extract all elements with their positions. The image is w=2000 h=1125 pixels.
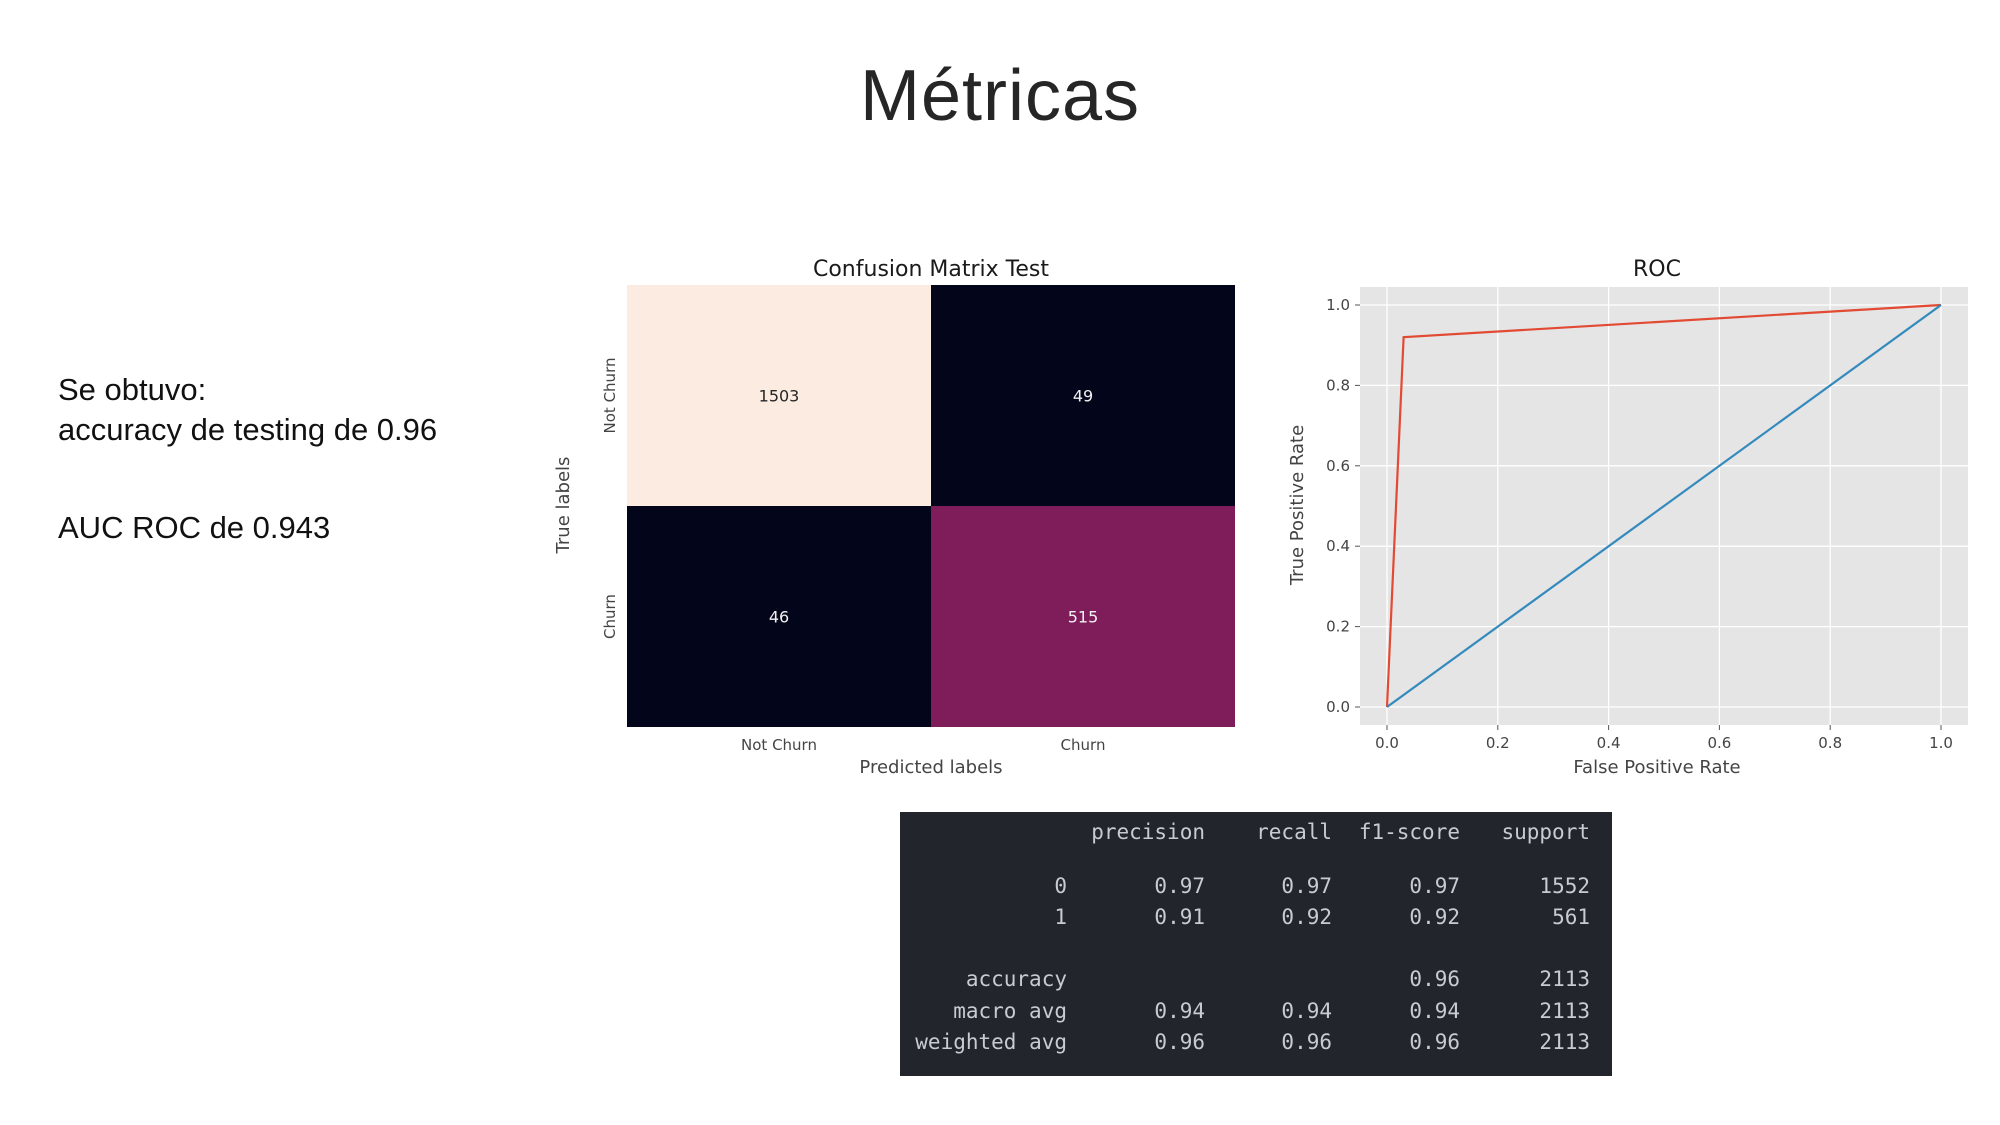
roc-ytick-label: 0.4 xyxy=(1326,537,1350,555)
report-f1-value: 0.96 xyxy=(1409,967,1460,991)
report-recall-value: 0.97 xyxy=(1281,874,1332,898)
report-f1-value: 0.92 xyxy=(1409,905,1460,929)
report-support-value: 561 xyxy=(1552,905,1590,929)
report-precision-value: 0.97 xyxy=(1154,874,1205,898)
report-row-label: 0 xyxy=(1054,874,1067,898)
cm-cell-0-1 xyxy=(931,285,1235,506)
roc-title: ROC xyxy=(1633,257,1681,282)
summary-line-obtained: Se obtuvo: xyxy=(58,372,207,407)
cm-title: Confusion Matrix Test xyxy=(813,257,1049,282)
report-recall-value: 0.92 xyxy=(1281,905,1332,929)
report-recall-value: 0.94 xyxy=(1281,999,1332,1023)
roc-ytick-label: 1.0 xyxy=(1326,296,1350,314)
roc-svg: ROC 0.0 0.2 0.4 0.6 0.8 1.0 0.0 0.2 0.4 0.6 0.8 1.… xyxy=(1287,257,1968,778)
slide-title: Métricas xyxy=(859,56,1141,136)
report-f1-value: 0.94 xyxy=(1409,999,1460,1023)
cm-cell-0-0 xyxy=(627,285,931,506)
report-precision-value: 0.96 xyxy=(1154,1030,1205,1054)
confusion-matrix-svg: Confusion Matrix Test 1503 49 46 515 Not Ch… xyxy=(553,257,1235,778)
cm-ytick-label: Not Churn xyxy=(601,358,619,434)
report-precision-value: 0.94 xyxy=(1154,999,1205,1023)
report-column-header: f1-score xyxy=(1358,820,1460,844)
roc-xtick-label: 0.6 xyxy=(1707,734,1731,752)
report-precision-value: 0.91 xyxy=(1154,905,1205,929)
report-row-label: macro avg xyxy=(953,999,1067,1023)
confusion-matrix-chart: Confusion Matrix Test 1503 49 46 515 Not Ch… xyxy=(540,240,1260,790)
cm-value-1-0: 46 xyxy=(769,608,789,627)
cm-cell-1-0 xyxy=(627,506,931,727)
roc-ylabel: True Positive Rate xyxy=(1287,425,1308,586)
roc-diagonal xyxy=(1386,304,1942,708)
summary-text: Se obtuvo: accuracy de testing de 0.96 A… xyxy=(58,370,437,548)
roc-xlabel: False Positive Rate xyxy=(1573,757,1740,778)
cm-ylabel: True labels xyxy=(553,457,574,555)
report-support-value: 2113 xyxy=(1539,1030,1590,1054)
report-column-header: precision xyxy=(1091,820,1205,844)
roc-xtick-label: 0.0 xyxy=(1375,734,1399,752)
report-support-value: 2113 xyxy=(1539,999,1590,1023)
roc-xtick-label: 1.0 xyxy=(1929,734,1953,752)
roc-curve xyxy=(1385,303,1942,708)
roc-ytick-label: 0.6 xyxy=(1326,457,1350,475)
report-support-value: 1552 xyxy=(1539,874,1590,898)
classification-report: precision recall f1-score support 0 0.97 0.97 0… xyxy=(900,812,1612,1076)
roc-ytick-label: 0.2 xyxy=(1326,618,1350,636)
report-row-label: 1 xyxy=(1054,905,1067,929)
cm-ytick-label: Churn xyxy=(601,594,619,639)
report-column-header: recall xyxy=(1256,820,1332,844)
report-column-header: support xyxy=(1501,820,1590,844)
roc-ytick-label: 0.8 xyxy=(1326,376,1350,394)
report-row-label: accuracy xyxy=(965,967,1067,991)
summary-line-auc: AUC ROC de 0.943 xyxy=(58,510,331,545)
cm-value-0-1: 49 xyxy=(1073,387,1093,406)
roc-xtick-label: 0.4 xyxy=(1597,734,1621,752)
summary-line-accuracy: accuracy de testing de 0.96 xyxy=(58,412,438,447)
cm-xlabel: Predicted labels xyxy=(859,757,1002,778)
report-f1-value: 0.97 xyxy=(1409,874,1460,898)
cm-xtick-label: Churn xyxy=(1061,736,1106,754)
roc-xtick-label: 0.8 xyxy=(1818,734,1842,752)
cm-xtick-label: Not Churn xyxy=(741,736,817,754)
report-recall-value: 0.96 xyxy=(1281,1030,1332,1054)
roc-xtick-label: 0.2 xyxy=(1486,734,1510,752)
report-f1-value: 0.96 xyxy=(1409,1030,1460,1054)
report-row-label: weighted avg xyxy=(915,1030,1067,1054)
roc-chart: ROC 0.0 0.2 0.4 0.6 0.8 1.0 0.0 0.2 0.4 0.6 0.8 1.… xyxy=(1270,240,1970,790)
cm-value-0-0: 1503 xyxy=(759,387,800,406)
roc-ytick-label: 0.0 xyxy=(1326,698,1350,716)
cm-cell-1-1 xyxy=(931,506,1235,727)
cm-value-1-1: 515 xyxy=(1068,608,1099,627)
report-support-value: 2113 xyxy=(1539,967,1590,991)
